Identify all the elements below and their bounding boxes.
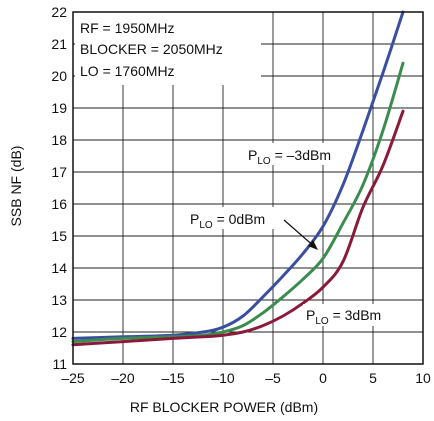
y-tick-label: 17	[51, 164, 67, 180]
label-series-1-text: PLO = –3dBm	[248, 147, 331, 167]
y-tick-label: 12	[51, 324, 67, 340]
x-tick-label: –5	[265, 370, 281, 386]
x-tick-label: –25	[61, 370, 85, 386]
label-series-2-text: PLO = 0dBm	[190, 211, 265, 231]
y-tick-label: 21	[51, 36, 67, 52]
y-tick-label: 18	[51, 132, 67, 148]
label-series-2: PLO = 0dBm	[188, 207, 318, 250]
label-series-1: PLO = –3dBm	[246, 143, 346, 167]
y-tick-label: 14	[51, 260, 67, 276]
y-tick-label: 20	[51, 68, 67, 84]
label-series-2-arrowhead	[308, 240, 318, 250]
y-tick-label: 22	[51, 4, 67, 20]
label-series-1-bg	[246, 143, 346, 165]
series-line-2	[71, 61, 405, 344]
y-tick-label: 15	[51, 228, 67, 244]
y-tick-label: 16	[51, 196, 67, 212]
conditions-box-bg	[75, 11, 261, 85]
plot-frame	[72, 11, 424, 365]
x-tick-label: 0	[319, 370, 327, 386]
x-tick-label: 10	[415, 370, 431, 386]
y-tick-label: 13	[51, 292, 67, 308]
series-layer	[71, 10, 405, 347]
y-axis-title: SSB NF (dB)	[8, 146, 24, 227]
x-tick-label: –10	[211, 370, 235, 386]
y-tick-label: 19	[51, 100, 67, 116]
condition-rf: RF = 1950MHz	[80, 20, 175, 36]
condition-blocker: BLOCKER = 2050MHz	[80, 41, 223, 57]
y-tick-label: 11	[52, 356, 67, 372]
series-line-1	[71, 10, 405, 340]
tick-labels: –25 –20 –15 –10 –5 0 5 10 11 12 13 14 15 16 17 18 19 20 21…	[51, 4, 431, 386]
series-line-3	[71, 109, 405, 347]
x-tick-label: –20	[111, 370, 135, 386]
label-series-2-bg	[188, 207, 284, 229]
conditions-box: RF = 1950MHz BLOCKER = 2050MHz LO = 1760…	[75, 11, 261, 85]
label-series-3-text: PLO = 3dBm	[306, 307, 381, 327]
x-axis-title: RF BLOCKER POWER (dBm)	[130, 399, 318, 415]
x-tick-label: 5	[369, 370, 377, 386]
condition-lo: LO = 1760MHz	[80, 63, 175, 79]
label-series-3: PLO = 3dBm	[303, 304, 403, 327]
x-tick-label: –15	[161, 370, 185, 386]
label-series-3-bg	[303, 304, 403, 326]
